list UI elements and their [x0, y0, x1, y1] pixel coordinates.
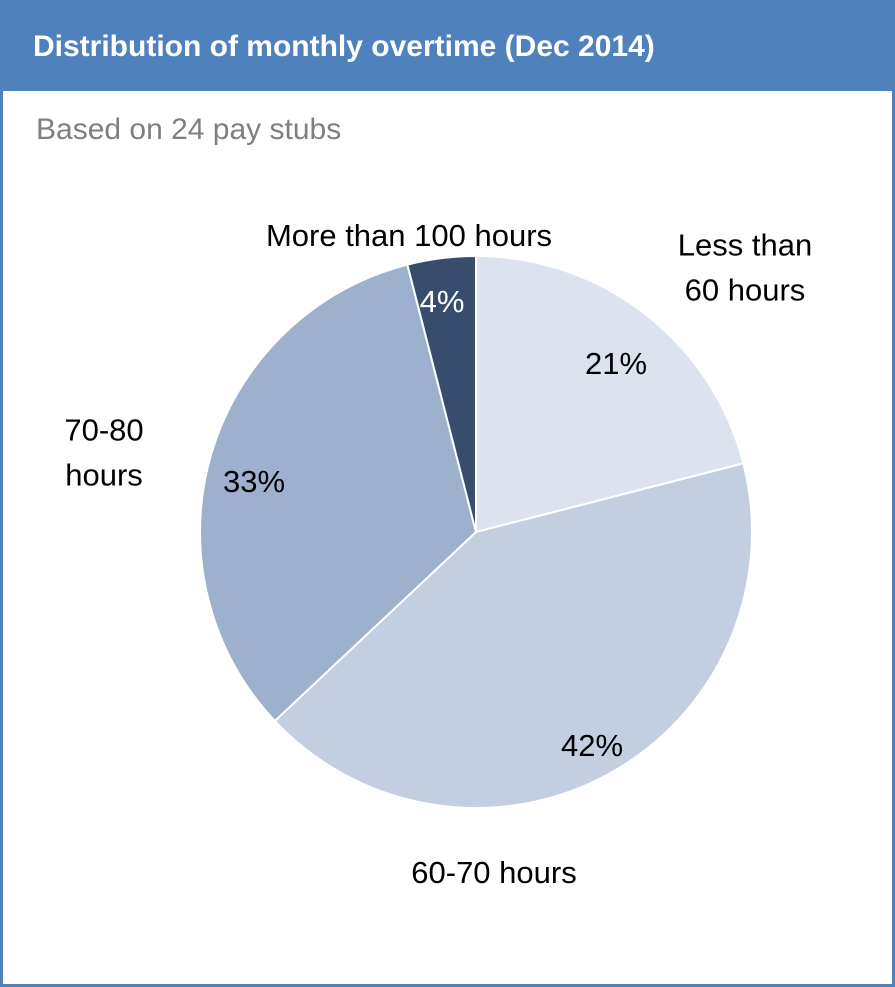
- slice-value-label: 42%: [561, 728, 623, 763]
- pie-slice-1: [475, 254, 745, 534]
- pie-slice-4: [406, 254, 477, 533]
- slice-value-label: 21%: [585, 346, 647, 381]
- slice-category-label: Less than 60 hours: [678, 228, 812, 308]
- slice-value-label: 4%: [420, 284, 465, 319]
- chart-subtitle: Based on 24 pay stubs: [36, 113, 342, 146]
- pie-slice-2: [273, 462, 753, 809]
- slice-category-label: 60-70 hours: [411, 855, 576, 890]
- slice-value-label: 33%: [223, 464, 285, 499]
- chart-title: Distribution of monthly overtime (Dec 20…: [3, 3, 892, 91]
- pie-slice-3: [199, 263, 478, 723]
- slice-category-label: More than 100 hours: [266, 218, 552, 253]
- slice-category-label: 70-80 hours: [64, 413, 143, 493]
